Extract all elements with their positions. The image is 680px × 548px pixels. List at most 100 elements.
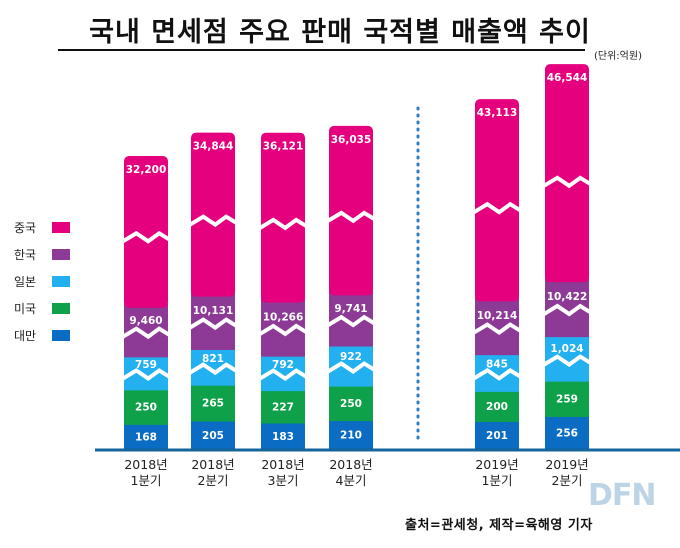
bar-segment-미국 (261, 390, 305, 424)
data-label: 10,214 (477, 310, 518, 322)
bar-segment-중국 (261, 132, 305, 303)
category-label: 4분기 (336, 473, 367, 488)
data-label: 227 (272, 401, 294, 413)
bar-segment-중국 (545, 64, 589, 283)
data-label: 9,460 (129, 315, 162, 327)
legend-label: 미국 (14, 302, 37, 316)
axis-break-mark (326, 210, 376, 224)
category-label: 2018년 (261, 457, 304, 472)
unit-label: (단위:억원) (594, 51, 642, 62)
axis-break-mark (121, 368, 171, 381)
category-label: 2019년 (475, 457, 518, 472)
legend-label: 중국 (14, 221, 37, 235)
data-label: 821 (202, 353, 224, 365)
axis-break-mark (542, 354, 592, 368)
bar-segment-중국 (329, 125, 373, 296)
category-label: 1분기 (131, 473, 162, 488)
legend-label: 한국 (14, 248, 37, 262)
data-label: 759 (135, 359, 157, 371)
data-label: 43,113 (477, 107, 518, 119)
data-label: 10,422 (547, 291, 588, 303)
bar-segment-대만 (329, 420, 373, 450)
title-underline (58, 49, 585, 51)
bar-segment-대만 (545, 415, 589, 450)
data-label: 200 (486, 401, 508, 413)
data-label: 168 (135, 431, 157, 443)
category-label: 2018년 (191, 457, 234, 472)
axis-break-mark (542, 175, 592, 189)
data-label: 36,035 (331, 134, 372, 146)
legend-item: 한국 (14, 241, 70, 268)
bar-segment-미국 (191, 384, 235, 422)
data-label: 922 (340, 351, 362, 363)
axis-break-mark (326, 361, 376, 374)
legend-swatch (52, 330, 70, 341)
data-label: 183 (272, 431, 294, 443)
legend-item: 대만 (14, 322, 70, 349)
bar-segment-중국 (475, 99, 519, 302)
axis-break-mark (258, 217, 308, 231)
data-label: 201 (486, 430, 508, 442)
category-label: 2018년 (124, 457, 167, 472)
data-label: 36,121 (263, 141, 304, 153)
legend-swatch (52, 222, 70, 233)
bar-segment-미국 (545, 380, 589, 417)
data-label: 259 (556, 393, 578, 405)
source-credit: 출처=관세청, 제작=육해영 기자 (405, 518, 593, 533)
legend-label: 일본 (14, 275, 37, 289)
axis-break-mark (258, 323, 308, 337)
bar-segment-미국 (124, 389, 168, 425)
axis-break-mark (188, 214, 238, 228)
axis-break-mark (542, 303, 592, 317)
data-label: 792 (272, 359, 294, 371)
data-label: 32,200 (126, 164, 167, 176)
legend-item: 미국 (14, 295, 70, 322)
axis-break-mark (188, 362, 238, 376)
bar-segment-중국 (124, 156, 168, 308)
axis-break-mark (121, 230, 171, 244)
category-label: 2019년 (545, 457, 588, 472)
data-label: 210 (340, 430, 362, 442)
data-label: 256 (556, 427, 578, 439)
data-label: 205 (202, 430, 224, 442)
data-label: 250 (340, 398, 362, 410)
bar-segment-미국 (475, 390, 519, 422)
watermark-logo: DFN (588, 478, 657, 513)
axis-break-mark (472, 367, 522, 381)
data-label: 10,266 (263, 311, 304, 323)
category-label: 3분기 (268, 473, 299, 488)
legend-swatch (52, 276, 70, 287)
data-label: 250 (135, 402, 157, 414)
bar-segment-대만 (124, 423, 168, 450)
data-label: 10,131 (193, 305, 234, 317)
axis-break-mark (472, 322, 522, 336)
legend-label: 대만 (14, 329, 37, 343)
axis-break-mark (472, 201, 522, 215)
category-label: 2018년 (329, 457, 372, 472)
category-label: 2분기 (552, 473, 583, 488)
legend-item: 중국 (14, 214, 70, 241)
bar-segment-대만 (261, 422, 305, 450)
axis-break-mark (121, 326, 171, 340)
data-label: 845 (486, 358, 508, 370)
data-label: 9,741 (334, 303, 367, 315)
data-label: 34,844 (193, 141, 234, 153)
chart-title: 국내 면세점 주요 판매 국적별 매출액 추이 (89, 17, 591, 48)
category-label: 2분기 (198, 473, 229, 488)
legend-swatch (52, 249, 70, 260)
legend-item: 일본 (14, 268, 70, 295)
bar-segment-대만 (475, 420, 519, 450)
axis-break-mark (326, 314, 376, 328)
axis-break-mark (188, 317, 238, 331)
data-label: 1,024 (550, 343, 583, 355)
axis-break-mark (258, 368, 308, 382)
legend-swatch (52, 303, 70, 314)
data-label: 265 (202, 398, 224, 410)
category-label: 1분기 (482, 473, 513, 488)
bar-segment-대만 (191, 420, 235, 450)
bar-segment-중국 (191, 132, 235, 297)
bar-segment-미국 (329, 385, 373, 422)
data-label: 46,544 (547, 72, 588, 84)
